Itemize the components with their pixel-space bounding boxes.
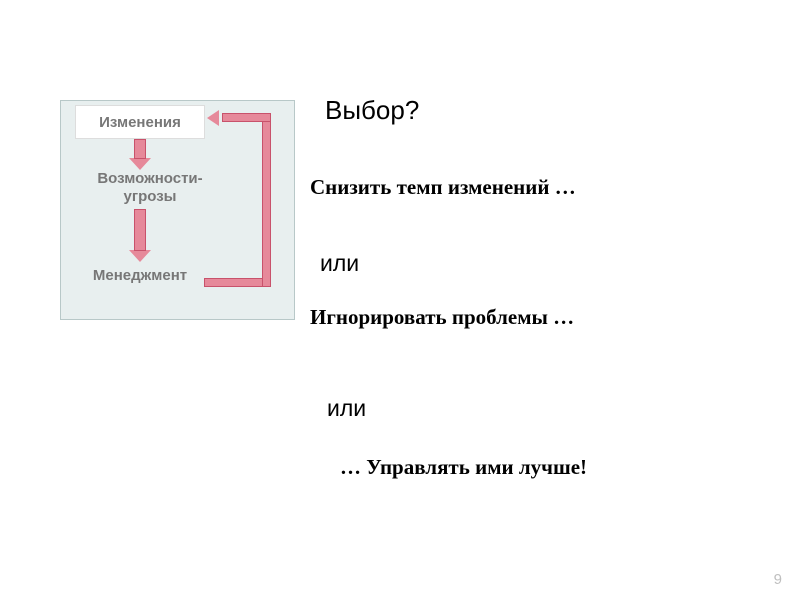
arrow-shaft bbox=[135, 210, 145, 250]
or-1-text: или bbox=[320, 250, 359, 277]
diagram-node-opportunities: Возможности-угрозы bbox=[75, 170, 225, 206]
arrow-head bbox=[129, 250, 151, 262]
diagram-node-management: Менеджмент bbox=[75, 267, 205, 284]
arrow-segment bbox=[205, 279, 265, 286]
slide: Изменения Возможности-угрозы Менеджмент … bbox=[0, 0, 800, 600]
title-text: Выбор? bbox=[325, 95, 419, 126]
arrow-down-2 bbox=[129, 210, 151, 262]
arrow-segment bbox=[263, 114, 270, 286]
arrow-down-1 bbox=[129, 140, 151, 170]
arrow-shaft bbox=[135, 140, 145, 158]
arrow-head bbox=[129, 158, 151, 170]
page-number: 9 bbox=[774, 571, 782, 588]
arrow-head bbox=[207, 110, 219, 126]
option-2-text: Игнорировать проблемы … bbox=[310, 305, 574, 330]
option-1-text: Снизить темп изменений … bbox=[310, 175, 576, 200]
or-2-text: или bbox=[327, 395, 366, 422]
arrow-segment bbox=[223, 114, 270, 121]
option-3-text: … Управлять ими лучше! bbox=[340, 455, 587, 480]
diagram-node-changes: Изменения bbox=[75, 105, 205, 139]
